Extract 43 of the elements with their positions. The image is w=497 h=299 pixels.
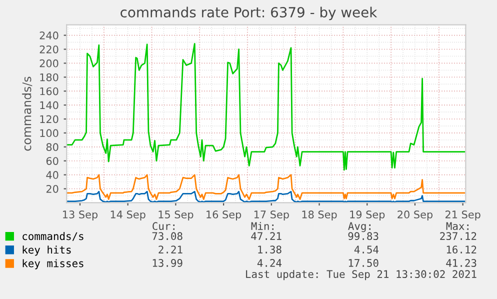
text: 1.38 [258, 246, 282, 254]
y-tick-label: 140 [40, 101, 58, 110]
text: 41.23 [446, 259, 476, 267]
text: 73.08 [152, 232, 182, 240]
text: 16.12 [446, 246, 476, 254]
y-axis-title: commands/s [22, 76, 32, 151]
text: 2.21 [158, 246, 182, 254]
x-tick-label: 15 Sep [158, 210, 194, 220]
text: 237.12 [440, 232, 476, 240]
y-tick-label: 100 [40, 129, 58, 138]
legend-label: key misses [22, 259, 84, 270]
y-tick-label: 20 [46, 184, 58, 193]
text: 99.83 [348, 232, 378, 240]
x-tick-label: 20 Sep [398, 210, 433, 220]
y-tick-label: 80 [46, 143, 58, 152]
y-tick-label: 240 [40, 32, 58, 40]
text: 13.99 [152, 259, 182, 267]
text: 4.24 [257, 259, 282, 267]
text: Cur: [152, 222, 174, 230]
legend-label: key hits [22, 246, 71, 256]
x-tick-label: 13 Sep [63, 210, 98, 220]
y-tick-label: 60 [46, 157, 58, 165]
x-tick-label: 16 Sep [206, 210, 242, 220]
legend-label: commands/s [22, 232, 84, 241]
text: 4.54 [354, 246, 379, 254]
text: Max: [446, 222, 468, 230]
chart-title: commands rate Port: 6379 - by week [120, 6, 378, 20]
x-tick-label: 21 Sep [445, 210, 480, 220]
x-tick-label: 18 Sep [302, 210, 337, 220]
y-tick-label: 200 [40, 59, 58, 68]
x-tick-label: 19 Sep [350, 210, 385, 220]
y-tick-label: 180 [40, 73, 58, 82]
y-tick-label: 40 [46, 171, 58, 179]
y-tick-label: 120 [40, 115, 58, 124]
text: Min: [251, 222, 274, 230]
x-tick-label: 17 Sep [254, 210, 289, 220]
x-tick-label: 14 Sep [110, 210, 146, 220]
text: 17.50 [348, 259, 378, 267]
text: Avg: [348, 222, 370, 232]
y-tick-label: 220 [40, 45, 58, 54]
y-tick-label: 160 [40, 87, 58, 96]
text: 47.21 [251, 232, 282, 240]
text: Last update: Tue Sep 21 13:30:02 2021 [246, 270, 476, 280]
